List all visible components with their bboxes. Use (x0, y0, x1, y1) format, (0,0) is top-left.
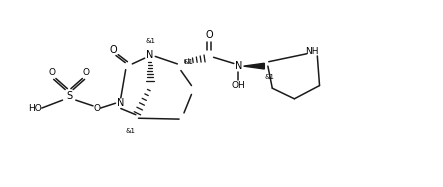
Text: N: N (235, 61, 242, 71)
Text: O: O (82, 68, 89, 77)
Text: &1: &1 (184, 59, 194, 65)
Text: S: S (66, 91, 72, 101)
Text: N: N (117, 98, 124, 108)
Text: O: O (109, 45, 117, 55)
Text: &1: &1 (125, 128, 136, 134)
Text: O: O (49, 68, 56, 77)
Text: O: O (205, 30, 213, 40)
Text: NH: NH (305, 47, 319, 56)
Text: &1: &1 (145, 38, 155, 44)
Text: O: O (93, 104, 100, 113)
Polygon shape (244, 63, 264, 69)
Text: OH: OH (231, 81, 245, 90)
Text: &1: &1 (264, 74, 274, 80)
Text: N: N (146, 50, 154, 60)
Text: HO: HO (28, 104, 42, 113)
